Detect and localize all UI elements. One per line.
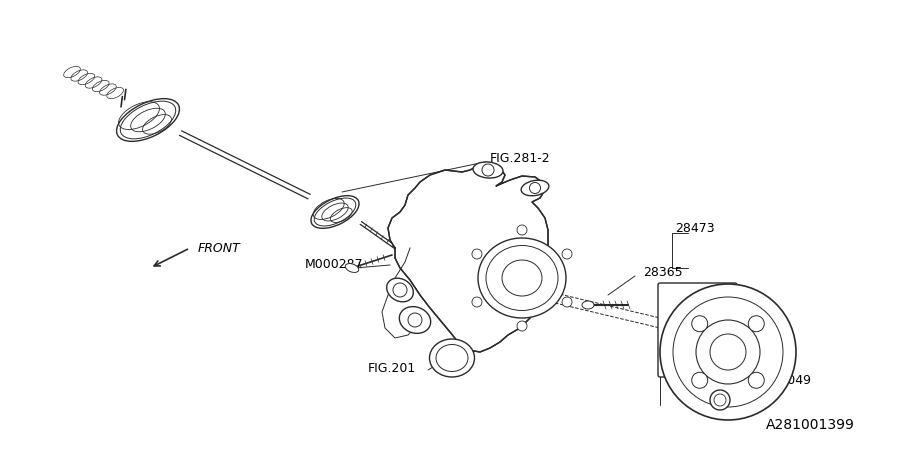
Text: FRONT: FRONT: [198, 242, 241, 255]
Circle shape: [472, 249, 482, 259]
Circle shape: [748, 372, 764, 388]
Text: 28473: 28473: [675, 221, 715, 234]
Circle shape: [748, 316, 764, 332]
Polygon shape: [388, 165, 552, 352]
Circle shape: [562, 297, 572, 307]
Text: N170049: N170049: [755, 374, 812, 387]
Ellipse shape: [429, 339, 474, 377]
Ellipse shape: [387, 278, 413, 302]
Ellipse shape: [346, 264, 359, 272]
FancyBboxPatch shape: [658, 283, 737, 377]
Circle shape: [660, 284, 796, 420]
Circle shape: [517, 225, 527, 235]
Ellipse shape: [473, 162, 503, 178]
Circle shape: [517, 321, 527, 331]
Circle shape: [692, 372, 707, 388]
Ellipse shape: [582, 301, 594, 309]
Circle shape: [472, 297, 482, 307]
Text: A281001399: A281001399: [766, 418, 854, 432]
Ellipse shape: [310, 196, 359, 228]
Text: M000287: M000287: [305, 258, 364, 271]
Text: FIG.201: FIG.201: [368, 361, 416, 374]
Circle shape: [692, 316, 707, 332]
Ellipse shape: [400, 306, 431, 333]
Ellipse shape: [116, 99, 179, 141]
Text: FIG.281-2: FIG.281-2: [490, 152, 551, 165]
Ellipse shape: [478, 238, 566, 318]
Circle shape: [710, 390, 730, 410]
Circle shape: [562, 249, 572, 259]
Ellipse shape: [521, 180, 549, 196]
Text: 28365: 28365: [643, 266, 682, 279]
